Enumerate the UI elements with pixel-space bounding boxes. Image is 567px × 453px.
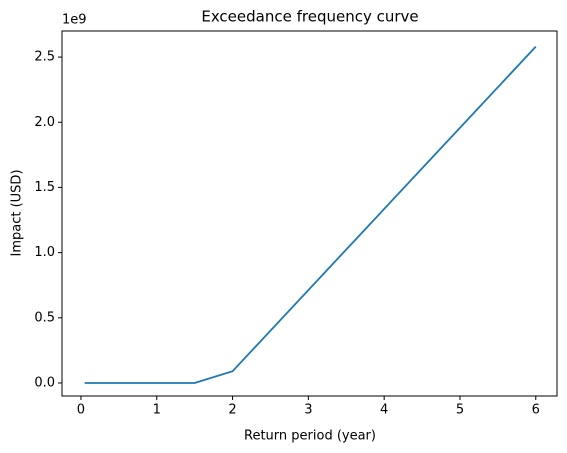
- y-tick-label: 1.0: [34, 245, 55, 260]
- x-tick-label: 1: [153, 403, 161, 418]
- x-tick-label: 6: [532, 403, 540, 418]
- x-axis-label: Return period (year): [244, 429, 376, 444]
- y-tick-label: 0.5: [34, 310, 55, 325]
- x-tick-label: 4: [380, 403, 388, 418]
- x-tick-label: 2: [228, 403, 236, 418]
- x-tick-label: 3: [304, 403, 312, 418]
- y-tick-label: 0.0: [34, 375, 55, 390]
- y-tick-label: 2.0: [34, 115, 55, 130]
- y-axis-label: Impact (USD): [10, 169, 25, 256]
- y-tick-label: 1.5: [34, 180, 55, 195]
- x-tick-label: 5: [456, 403, 464, 418]
- plot-frame: [61, 30, 558, 397]
- data-line: [84, 46, 537, 384]
- y-offset-text: 1e9: [62, 13, 87, 28]
- chart-title: Exceedance frequency curve: [201, 8, 418, 26]
- x-tick-label: 0: [77, 403, 85, 418]
- y-tick-label: 2.5: [34, 50, 55, 65]
